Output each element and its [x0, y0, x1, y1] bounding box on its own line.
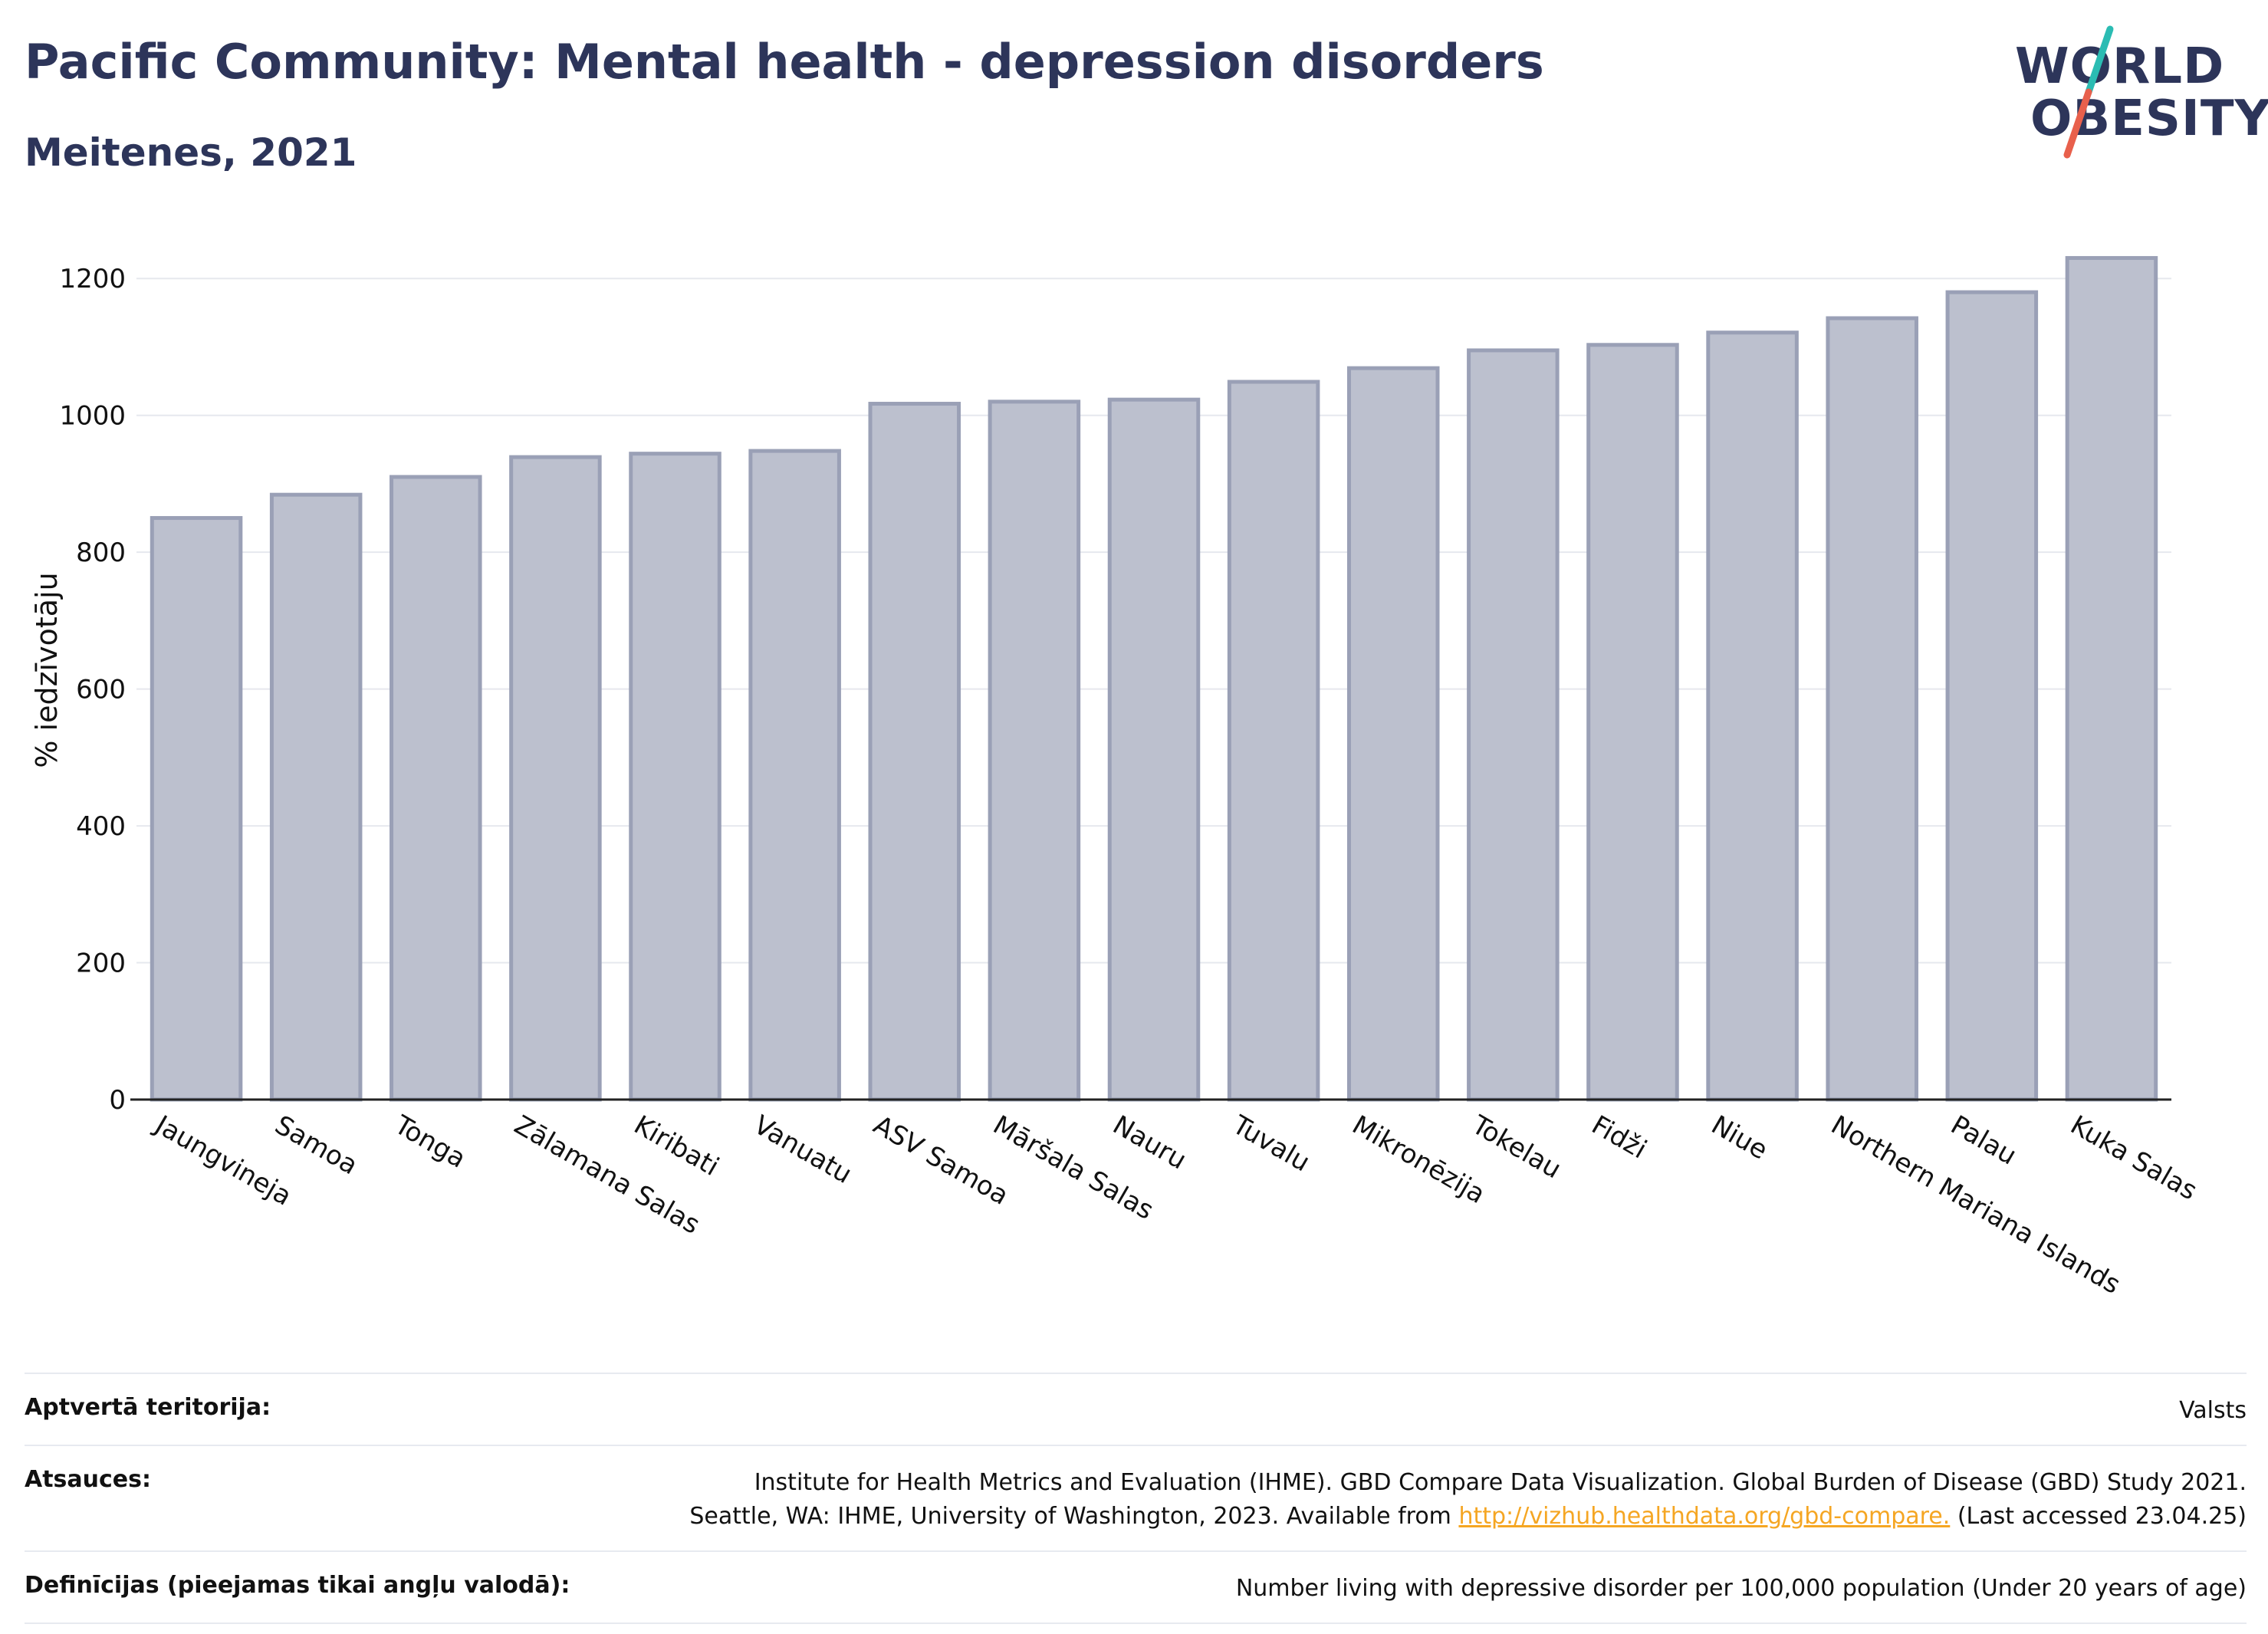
- bar[interactable]: [1467, 348, 1560, 1102]
- x-tick-label: Nauru: [1108, 1110, 1192, 1175]
- coverage-value: Valsts: [2179, 1397, 2247, 1424]
- logo-slash-icon: [2063, 25, 2114, 159]
- bar[interactable]: [1945, 290, 2039, 1102]
- x-tick-label: Fidži: [1586, 1110, 1652, 1165]
- x-tick-label: Tonga: [389, 1110, 471, 1175]
- footer-row-coverage: Aptvertā teritorija: Valsts: [25, 1373, 2247, 1445]
- bar[interactable]: [988, 399, 1081, 1102]
- x-tick-label: Jaungvineja: [149, 1109, 297, 1212]
- x-tick-label: Tokelau: [1466, 1110, 1566, 1185]
- y-tick-label: 800: [76, 538, 126, 568]
- chart-subtitle: Meitenes, 2021: [25, 130, 357, 175]
- x-tick-label: Tuvalu: [1227, 1110, 1315, 1179]
- y-tick-label: 400: [76, 811, 126, 842]
- bar[interactable]: [2065, 255, 2158, 1102]
- x-tick-label: Mikronēzija: [1347, 1110, 1491, 1210]
- bar[interactable]: [150, 516, 243, 1102]
- y-axis-label: % iedzīvotāju: [30, 572, 64, 768]
- x-tick-label: Kiribati: [629, 1110, 724, 1182]
- y-tick-label: 1200: [59, 264, 126, 294]
- bar[interactable]: [1227, 380, 1320, 1102]
- bar[interactable]: [1826, 316, 1918, 1102]
- definitions-value: Number living with depressive disorder p…: [1235, 1575, 2247, 1602]
- y-axis-ticks: 0 200 400 600 800 1000 1200: [59, 264, 126, 1116]
- chart-title: Pacific Community: Mental health - depre…: [25, 34, 1544, 90]
- x-tick-label: Samoa: [270, 1110, 363, 1181]
- y-tick-label: 1000: [59, 401, 126, 432]
- footer-row-definitions: Definīcijas (pieejamas tikai angļu valod…: [25, 1550, 2247, 1624]
- x-tick-label: ASV Samoa: [868, 1110, 1014, 1212]
- bar[interactable]: [509, 455, 602, 1102]
- sources-label: Atsauces:: [25, 1466, 151, 1493]
- bar[interactable]: [629, 452, 721, 1102]
- bar[interactable]: [868, 402, 961, 1102]
- x-tick-label: Vanuatu: [748, 1110, 856, 1190]
- x-tick-label: Palau: [1945, 1110, 2021, 1171]
- footer-row-sources: Atsauces: Institute for Health Metrics a…: [25, 1445, 2247, 1550]
- definitions-label: Definīcijas (pieejamas tikai angļu valod…: [25, 1572, 570, 1599]
- sources-link[interactable]: http://vizhub.healthdata.org/gbd-compare…: [1458, 1503, 1951, 1530]
- bar[interactable]: [1107, 397, 1201, 1102]
- logo-text-world: WORLD: [2015, 38, 2225, 95]
- x-tick-label: Niue: [1706, 1110, 1773, 1165]
- bar[interactable]: [748, 449, 841, 1102]
- y-tick-label: 600: [76, 675, 126, 705]
- bar[interactable]: [1706, 330, 1799, 1102]
- bar[interactable]: [390, 475, 482, 1102]
- bar[interactable]: [1346, 366, 1440, 1102]
- bar[interactable]: [1586, 343, 1679, 1102]
- y-tick-label: 200: [76, 949, 126, 979]
- x-tick-label: Kuka Salas: [2065, 1110, 2202, 1206]
- bar[interactable]: [269, 492, 363, 1102]
- sources-line-2-pre: Seattle, WA: IHME, University of Washing…: [689, 1503, 1459, 1530]
- y-tick-label: 0: [109, 1085, 126, 1116]
- coverage-label: Aptvertā teritorija:: [25, 1394, 271, 1421]
- sources-line-2-post: (Last accessed 23.04.25): [1950, 1503, 2247, 1530]
- bars: [150, 255, 2158, 1102]
- world-obesity-logo: WORLD OBESITY: [1994, 23, 2268, 161]
- sources-value: Institute for Health Metrics and Evaluat…: [689, 1466, 2247, 1534]
- chart-footer: Aptvertā teritorija: Valsts Atsauces: In…: [25, 1373, 2247, 1624]
- sources-line-1: Institute for Health Metrics and Evaluat…: [754, 1469, 2247, 1496]
